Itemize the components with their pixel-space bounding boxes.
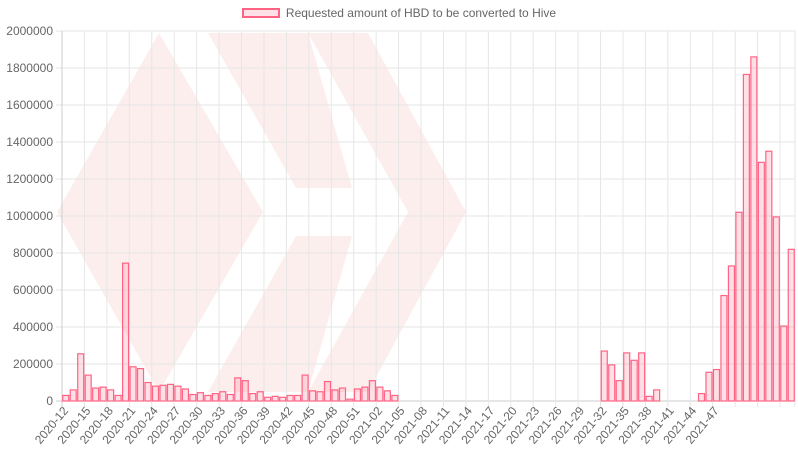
- bar[interactable]: [316, 391, 324, 402]
- bar[interactable]: [376, 386, 384, 402]
- bar[interactable]: [645, 395, 653, 402]
- watermark-shape: [57, 33, 263, 392]
- bar[interactable]: [234, 377, 242, 402]
- bar[interactable]: [219, 391, 227, 402]
- bar[interactable]: [226, 393, 234, 402]
- y-tick-label: 1800000: [6, 61, 53, 75]
- y-tick-label: 800000: [13, 246, 53, 260]
- bar[interactable]: [742, 73, 750, 402]
- bar[interactable]: [241, 380, 249, 402]
- y-tick-label: 600000: [13, 283, 53, 297]
- bar[interactable]: [271, 395, 279, 402]
- bar[interactable]: [151, 385, 160, 402]
- bar[interactable]: [630, 359, 638, 402]
- bar[interactable]: [286, 394, 294, 402]
- y-tick-label: 1200000: [6, 172, 53, 186]
- legend-label: Requested amount of HBD to be converted …: [285, 6, 557, 20]
- y-tick-label: 400000: [13, 320, 53, 334]
- bar[interactable]: [323, 380, 332, 402]
- bar[interactable]: [697, 393, 706, 402]
- bar[interactable]: [361, 386, 369, 402]
- gridlines: [56, 30, 796, 407]
- y-tick-label: 1600000: [6, 98, 53, 112]
- bar[interactable]: [62, 394, 70, 402]
- bar[interactable]: [600, 350, 608, 402]
- bar[interactable]: [144, 381, 152, 402]
- bar[interactable]: [353, 388, 362, 402]
- bar[interactable]: [77, 353, 85, 402]
- bar[interactable]: [757, 161, 765, 402]
- bar[interactable]: [331, 389, 339, 402]
- bar[interactable]: [705, 371, 713, 402]
- bar[interactable]: [383, 390, 391, 402]
- bar[interactable]: [174, 385, 182, 402]
- bar[interactable]: [166, 383, 175, 402]
- bar[interactable]: [615, 380, 623, 402]
- bar[interactable]: [92, 387, 100, 402]
- bar[interactable]: [129, 366, 137, 402]
- y-tick-label: 0: [46, 394, 53, 408]
- bar[interactable]: [249, 393, 257, 402]
- bar[interactable]: [189, 393, 197, 402]
- bar[interactable]: [750, 56, 758, 402]
- legend[interactable]: Requested amount of HBD to be converted …: [0, 6, 798, 21]
- bar[interactable]: [121, 262, 130, 402]
- bar[interactable]: [279, 396, 287, 402]
- watermark-shape: [208, 33, 352, 188]
- bar[interactable]: [368, 380, 376, 402]
- hive-logo-watermark: [57, 33, 466, 392]
- bar[interactable]: [735, 211, 743, 402]
- legend-swatch: [241, 8, 280, 18]
- bar[interactable]: [264, 396, 272, 402]
- bar[interactable]: [211, 393, 219, 402]
- bar[interactable]: [136, 368, 145, 402]
- bar[interactable]: [712, 368, 721, 402]
- bar[interactable]: [727, 265, 736, 402]
- bar[interactable]: [159, 384, 167, 402]
- bar[interactable]: [204, 394, 212, 402]
- bar[interactable]: [765, 150, 773, 402]
- y-tick-label: 200000: [13, 357, 53, 371]
- y-axis: 0 200000 400000 600000 800000 1000000 1200000 1…: [6, 24, 53, 408]
- bars: [62, 56, 795, 402]
- bar[interactable]: [181, 388, 190, 402]
- bar[interactable]: [772, 216, 780, 402]
- bar[interactable]: [84, 374, 92, 402]
- bar[interactable]: [623, 352, 631, 402]
- bar[interactable]: [294, 394, 302, 402]
- bar[interactable]: [720, 294, 728, 402]
- bar[interactable]: [653, 389, 661, 402]
- bar[interactable]: [638, 352, 646, 402]
- bar[interactable]: [196, 392, 204, 402]
- y-tick-label: 1000000: [6, 209, 53, 223]
- bar[interactable]: [308, 390, 317, 402]
- y-tick-label: 2000000: [6, 24, 53, 38]
- y-tick-label: 1400000: [6, 135, 53, 149]
- bar[interactable]: [107, 389, 115, 402]
- bar[interactable]: [69, 389, 77, 402]
- bar[interactable]: [301, 374, 309, 402]
- bar[interactable]: [99, 386, 107, 402]
- bar[interactable]: [787, 248, 795, 402]
- bar[interactable]: [338, 387, 347, 402]
- bar[interactable]: [391, 394, 399, 402]
- x-axis: 2020-122020-152020-182020-212020-242020-…: [32, 404, 722, 447]
- bar[interactable]: [256, 391, 264, 402]
- watermark-shape: [208, 236, 352, 392]
- bar[interactable]: [346, 398, 354, 402]
- bar[interactable]: [780, 325, 788, 402]
- bar[interactable]: [608, 364, 616, 402]
- bar[interactable]: [114, 394, 122, 402]
